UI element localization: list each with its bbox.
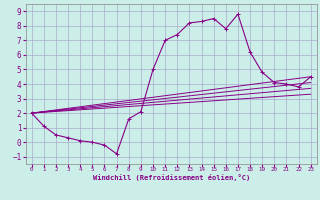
X-axis label: Windchill (Refroidissement éolien,°C): Windchill (Refroidissement éolien,°C) xyxy=(92,174,250,181)
